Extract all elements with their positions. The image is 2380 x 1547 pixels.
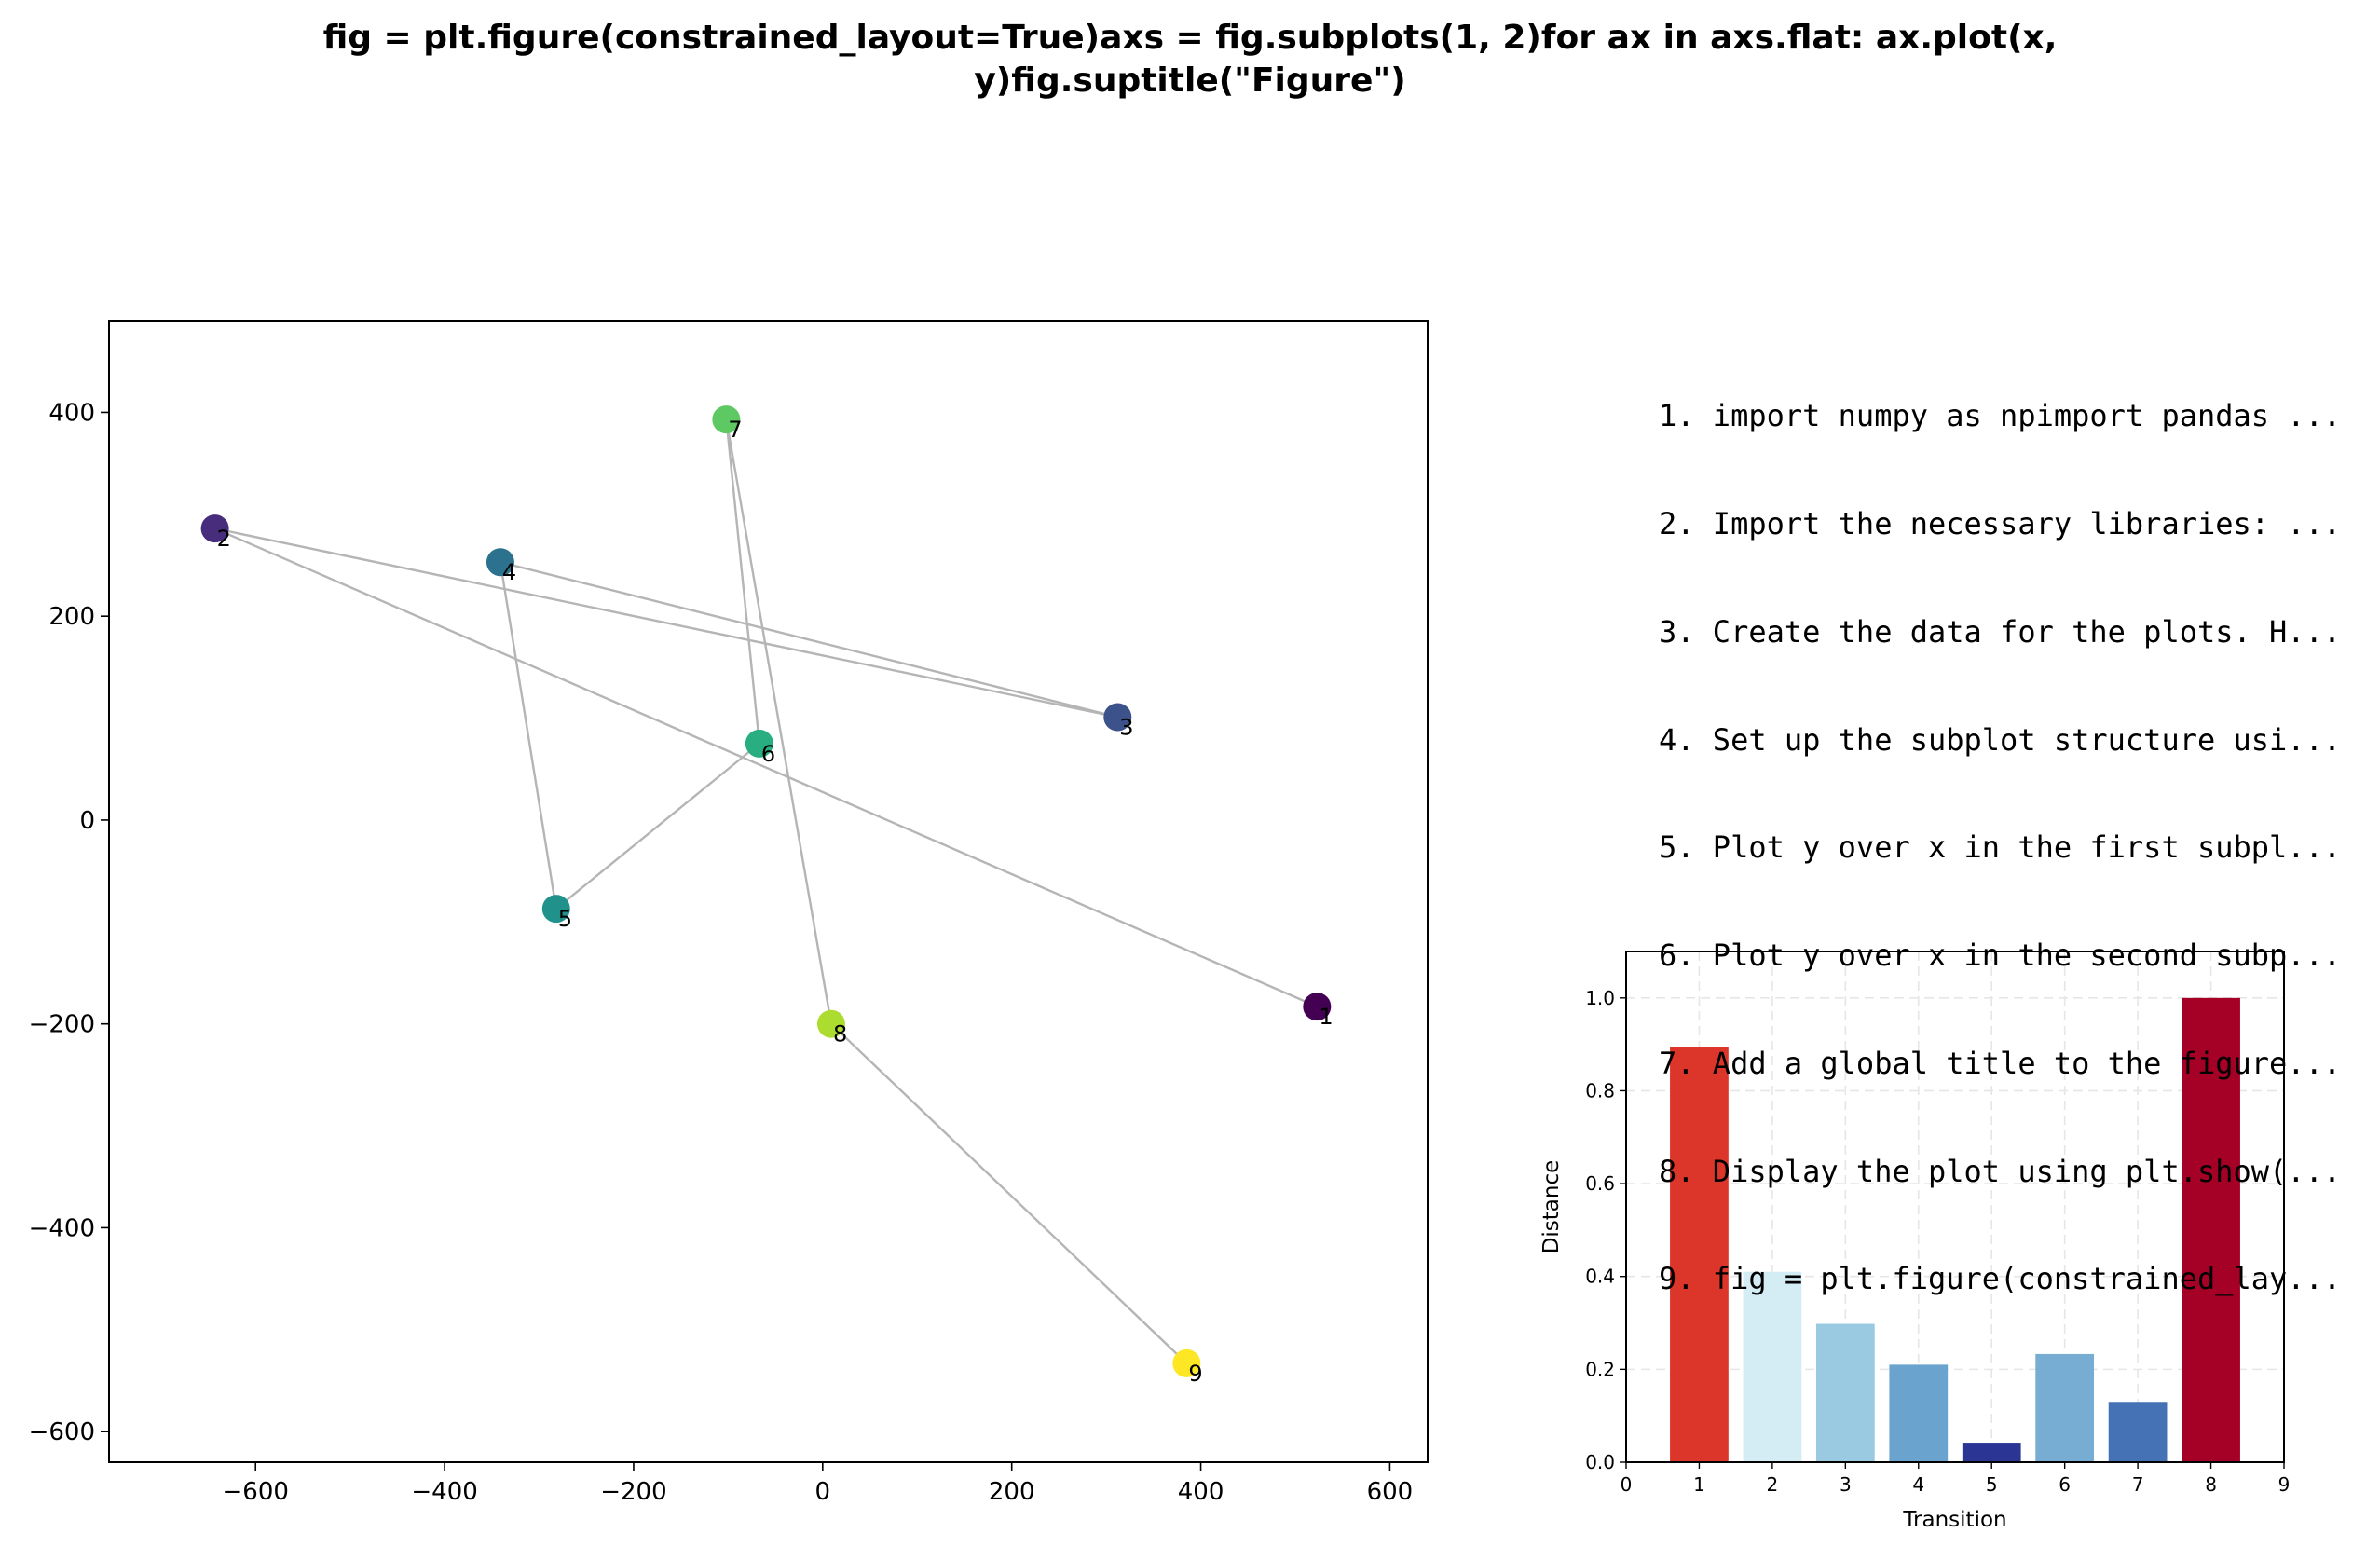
bar-frame [1625,951,2285,1463]
step-item: 5. Plot y over x in the first subpl... [1659,829,2342,866]
bar-x-tick-label: 0 [1621,1473,1633,1496]
scatter-y-tick-label: 400 [48,399,95,427]
steps-list: 1. import numpy as npimport pandas ... 2… [1659,326,2341,1334]
bar [2035,1353,2095,1462]
step-item: 1. import numpy as npimport pandas ... [1659,398,2342,434]
scatter-point-label: 6 [761,741,775,767]
bar-y-tick-label: 0.4 [1585,1266,1615,1288]
bar-y-tick-label: 0.6 [1585,1172,1615,1195]
scatter-y-tick-label: −200 [29,1011,95,1039]
step-item: 8. Display the plot using plt.show(... [1659,1153,2342,1189]
bar-x-tick-label: 5 [1986,1473,1998,1496]
bar-x-tick-label: 6 [2059,1473,2071,1496]
bar [1962,1443,2021,1462]
scatter-point [1103,703,1132,732]
scatter-point-label: 7 [728,417,742,443]
scatter-plot-area [109,321,1428,1462]
bar [2108,1402,2168,1462]
figure-title: fig = plt.figure(constrained_layout=True… [0,17,2380,103]
scatter-x-tick-label: 600 [1367,1478,1414,1506]
scatter-point [816,1009,845,1038]
step-item: 6. Plot y over x in the second subp... [1659,938,2342,974]
bar [1743,1271,1802,1462]
bar-y-tick-label: 1.0 [1585,987,1615,1009]
bar-y-tick-label: 0.0 [1585,1451,1615,1473]
figure-title-line-1: fig = plt.figure(constrained_layout=True… [322,19,2058,57]
bar [1889,1364,1949,1462]
scatter-point [1303,993,1332,1021]
bar-x-tick-label: 8 [2205,1473,2217,1496]
scatter-plot: 1 2 3 4 5 6 7 8 9 −600 −400 −200 0 200 400 600 −600 −400 −… [29,320,1429,1506]
bar [2182,997,2240,1462]
scatter-point [486,548,514,577]
bar-x-tick-label: 2 [1767,1473,1779,1496]
bar-chart: 0 1 2 3 4 5 6 7 8 9 0.0 0.2 0.4 0.6 0.8 1.0 Transition Di… [1539,951,2290,1532]
scatter-point-label: 8 [833,1021,847,1047]
scatter-x-tick-label: 200 [989,1478,1035,1506]
step-item: 9. fig = plt.figure(constrained_lay... [1659,1261,2342,1297]
bar-x-tick-label: 1 [1693,1473,1705,1496]
scatter-point [541,895,570,924]
scatter-point-label: 4 [502,559,516,585]
step-item: 2. Import the necessary libraries: ... [1659,505,2342,541]
scatter-point-label: 2 [217,526,231,552]
scatter-x-tick-label: −200 [600,1478,666,1506]
scatter-frame [108,320,1429,1463]
scatter-point [200,514,229,543]
scatter-point-label: 3 [1119,714,1133,740]
bar-x-tick-label: 9 [2278,1473,2291,1496]
bar-x-tick-label: 4 [1912,1473,1924,1496]
scatter-point-label: 9 [1188,1361,1202,1387]
bar-x-axis-label: Transition [1902,1508,2006,1532]
step-item: 3. Create the data for the plots. H... [1659,613,2342,650]
scatter-x-tick-label: 400 [1178,1478,1224,1506]
scatter-x-tick-label: 0 [815,1478,831,1506]
bar [1670,1047,1729,1462]
scatter-y-tick-label: −400 [29,1214,95,1242]
step-item: 7. Add a global title to the figure... [1659,1045,2342,1081]
bar [1815,1323,1875,1462]
bar-y-tick-label: 0.8 [1585,1079,1615,1102]
scatter-point [745,729,773,758]
bar-y-tick-label: 0.2 [1585,1358,1615,1380]
scatter-x-tick-label: −400 [411,1478,477,1506]
bar-x-tick-label: 7 [2132,1473,2144,1496]
scatter-point [1172,1348,1201,1377]
bar-x-tick-label: 3 [1840,1473,1852,1496]
scatter-x-tick-label: −600 [223,1478,289,1506]
scatter-y-tick-label: −600 [29,1418,95,1446]
scatter-point [712,405,741,434]
bar-plot-area [1626,951,2284,1462]
bar-y-axis-label: Distance [1539,1160,1564,1254]
scatter-point-label: 1 [1319,1004,1333,1030]
scatter-y-tick-label: 200 [48,603,95,631]
scatter-y-tick-label: 0 [79,807,95,835]
step-item: 4. Set up the subplot structure usi... [1659,721,2342,758]
scatter-point-label: 5 [558,906,572,932]
figure-title-line-2: y)fig.suptitle("Figure") [974,62,1406,100]
